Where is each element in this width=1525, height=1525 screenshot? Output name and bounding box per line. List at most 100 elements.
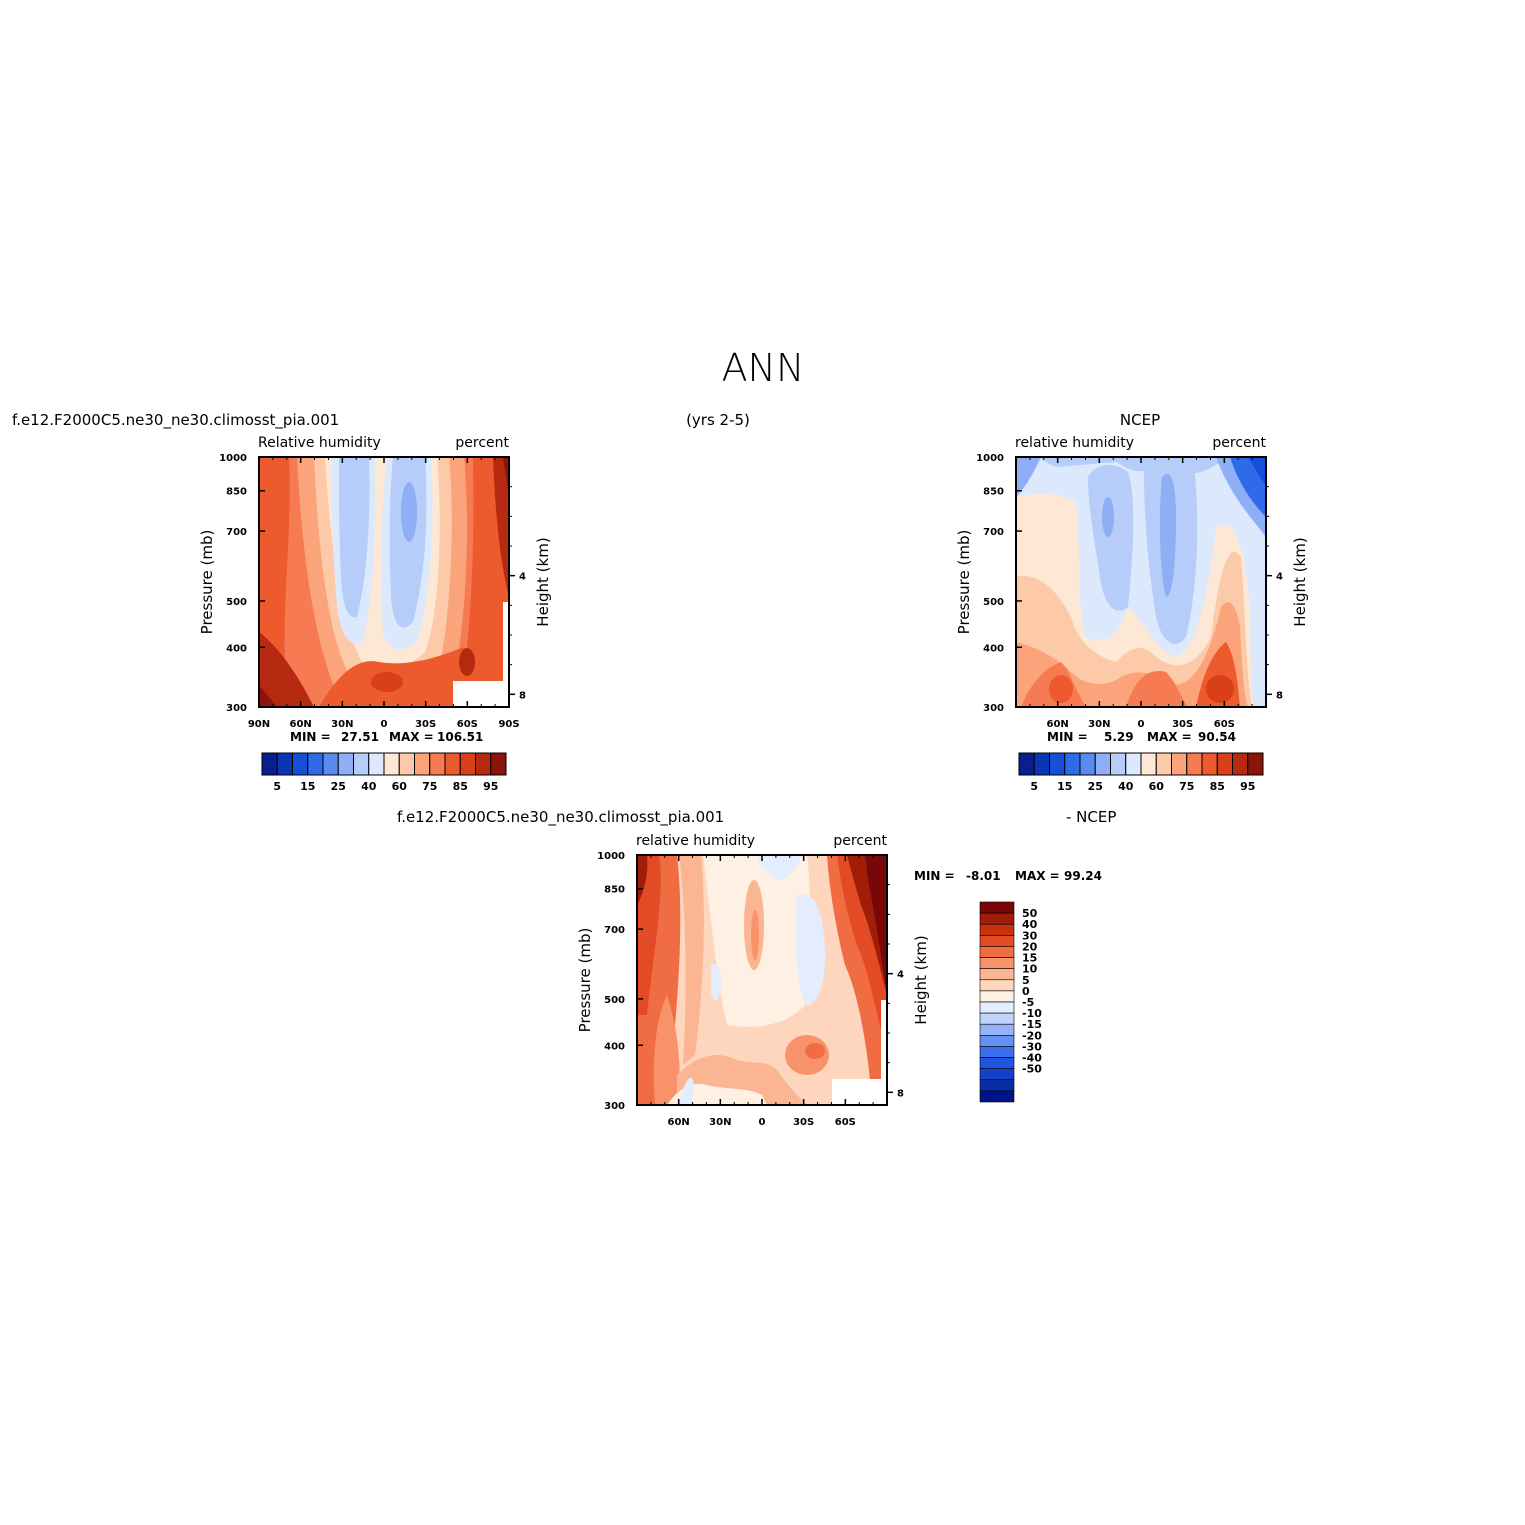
diff-colorbar-box-4 xyxy=(979,946,1015,958)
diff-colorbar-box-12 xyxy=(979,1035,1015,1047)
obs-yticks: 300 400 500 700 850 1000 xyxy=(976,453,1022,714)
obs-colorbar-label-7: 95 xyxy=(1240,780,1255,793)
obs-xtick-label-2: 0 xyxy=(1138,719,1145,730)
model-ytick-label-4: 850 xyxy=(226,487,247,498)
obs-colorbar-box-12 xyxy=(1201,752,1218,776)
diff-case-title: f.e12.F2000C5.ne30_ne30.climosst_pia.001 xyxy=(397,808,724,827)
model-y2label: Height (km) xyxy=(534,537,552,626)
model-min-label: MIN = xyxy=(290,730,331,744)
model-colorbar-box-7 xyxy=(368,752,385,776)
obs-band-75-low xyxy=(1016,551,1252,707)
diff-colorbar-box-0 xyxy=(979,901,1015,914)
obs-ytick-label-5: 1000 xyxy=(976,453,1004,464)
diff-colorbar-label-2: 30 xyxy=(1022,929,1038,942)
model-plot-area xyxy=(259,457,509,707)
panel-model: f.e12.F2000C5.ne30_ne30.climosst_pia.001… xyxy=(12,411,552,793)
diff-xtick-label-0: 60N xyxy=(668,1117,690,1128)
model-colorbar-box-1 xyxy=(276,752,293,776)
model-colorbar-box-2 xyxy=(292,752,309,776)
model-band-30-a xyxy=(339,457,370,618)
diff-max-label: MAX = xyxy=(1015,869,1060,883)
obs-xtick-label-3: 30S xyxy=(1172,719,1193,730)
obs-xticks: 60N 30N 0 30S 60S xyxy=(1029,457,1253,730)
model-colorbar-box-4 xyxy=(322,752,339,776)
diff-ylabel: Pressure (mb) xyxy=(576,928,594,1033)
diff-missing-area xyxy=(832,1079,887,1105)
model-colorbar-box-14 xyxy=(475,752,492,776)
obs-colorbar-label-2: 25 xyxy=(1088,780,1103,793)
obs-y2tick-label-0: 8 xyxy=(1276,690,1283,701)
obs-ytick-label-3: 700 xyxy=(983,527,1004,538)
model-band-30-b xyxy=(389,457,427,628)
diff-colorbar-label-0: 50 xyxy=(1022,907,1038,920)
obs-colorbar-box-9 xyxy=(1155,752,1172,776)
diff-ytick-label-5: 1000 xyxy=(597,851,625,862)
model-band-95-se xyxy=(459,648,475,676)
diff-band-15-west xyxy=(653,995,680,1105)
obs-colorbar-box-1 xyxy=(1033,752,1050,776)
model-colorbar-box-11 xyxy=(429,752,446,776)
obs-ytick-label-0: 300 xyxy=(983,703,1004,714)
model-band-85-east xyxy=(459,457,509,707)
model-colorbar-label-6: 85 xyxy=(453,780,468,793)
model-max-label: MAX = xyxy=(389,730,434,744)
diff-colorbar-label-9: -10 xyxy=(1022,1007,1042,1020)
obs-colorbar-label-1: 15 xyxy=(1057,780,1072,793)
obs-band-25-b xyxy=(1159,473,1176,597)
diff-band-neg5-c xyxy=(711,963,721,1001)
diff-colorbar-box-15 xyxy=(979,1068,1015,1081)
obs-colorbar-box-15 xyxy=(1247,752,1264,776)
model-xtick-label-1: 60N xyxy=(290,719,312,730)
obs-colorbar-box-14 xyxy=(1232,752,1249,776)
obs-max-value: 90.54 xyxy=(1198,730,1236,744)
diff-y2tick-label-1: 4 xyxy=(897,970,904,981)
diff-colorbar-label-10: -15 xyxy=(1022,1018,1042,1031)
obs-y2ticks: 84 xyxy=(1266,486,1283,701)
obs-colorbar-box-13 xyxy=(1216,752,1233,776)
diff-xticks: 60N 30N 0 30S 60S xyxy=(650,855,874,1128)
diff-yticks: 300 400 500 700 850 1000 xyxy=(597,851,643,1112)
model-max-value: 106.51 xyxy=(437,730,483,744)
obs-band-95-west xyxy=(1049,675,1073,703)
obs-colorbar-box-7 xyxy=(1125,752,1142,776)
diff-colorbar-box-2 xyxy=(979,923,1015,936)
model-colorbar-label-5: 75 xyxy=(422,780,437,793)
obs-max-label: MAX = xyxy=(1147,730,1192,744)
obs-colorbar-box-0 xyxy=(1018,752,1035,776)
diff-min-label: MIN = xyxy=(914,869,955,883)
obs-ytick-label-2: 500 xyxy=(983,597,1004,608)
obs-band-25-a xyxy=(1102,497,1114,537)
obs-min-label: MIN = xyxy=(1047,730,1088,744)
model-units-label: percent xyxy=(455,435,509,451)
model-colorbar-label-0: 5 xyxy=(273,780,281,793)
diff-colorbar-label-1: 40 xyxy=(1022,918,1038,931)
obs-colorbar-label-0: 5 xyxy=(1030,780,1038,793)
model-xtick-label-2: 30N xyxy=(331,719,353,730)
diff-band-40-west xyxy=(637,855,648,905)
diff-band-50-east xyxy=(865,855,887,995)
obs-colorbar-box-11 xyxy=(1186,752,1203,776)
obs-ylabel: Pressure (mb) xyxy=(955,530,973,635)
model-y2ticks: 84 xyxy=(509,486,526,701)
figure-title: ANN xyxy=(722,346,805,390)
diff-ytick-label-0: 300 xyxy=(604,1101,625,1112)
diff-colorbar-box-10 xyxy=(979,1012,1015,1025)
obs-plot-area xyxy=(1016,457,1266,707)
model-colorbar-box-9 xyxy=(398,752,415,776)
obs-xtick-label-0: 60N xyxy=(1047,719,1069,730)
diff-colorbar-box-7 xyxy=(979,979,1015,992)
model-colorbar-box-0 xyxy=(261,752,278,776)
diff-colorbar-box-17 xyxy=(979,1090,1015,1103)
obs-colorbar-box-6 xyxy=(1110,752,1127,776)
obs-variable-label: relative humidity xyxy=(1015,435,1134,451)
obs-xtick-label-4: 60S xyxy=(1214,719,1235,730)
model-ytick-label-2: 500 xyxy=(226,597,247,608)
obs-band-80-low xyxy=(1016,602,1248,707)
obs-ytick-label-1: 400 xyxy=(983,643,1004,654)
model-xtick-label-0: 90N xyxy=(248,719,270,730)
diff-xtick-label-2: 0 xyxy=(759,1117,766,1128)
obs-colorbar-label-5: 75 xyxy=(1179,780,1194,793)
diff-colorbar-label-11: -20 xyxy=(1022,1029,1042,1042)
model-band-95-east xyxy=(493,457,509,597)
